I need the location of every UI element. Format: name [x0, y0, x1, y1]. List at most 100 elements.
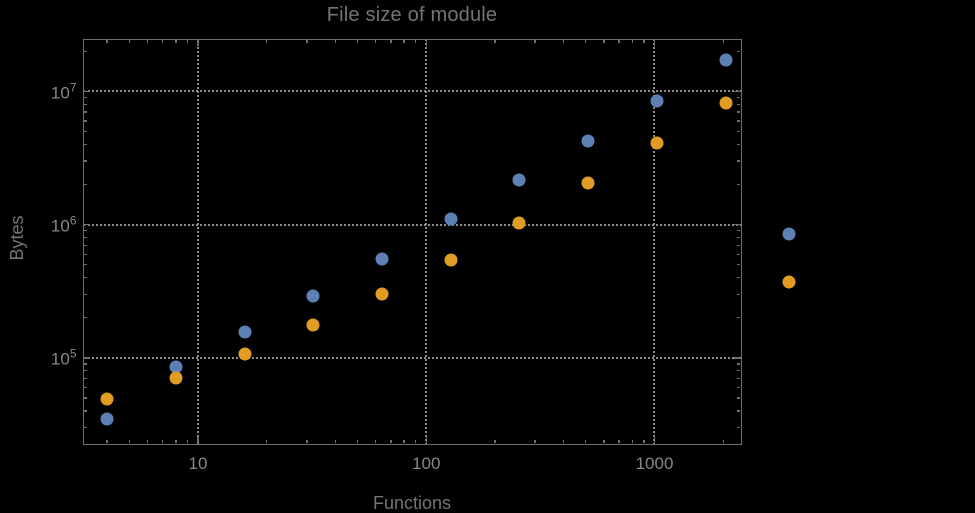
y-minor-tick: [83, 363, 88, 365]
x-minor-tick: [374, 439, 377, 444]
x-minor-tick: [266, 39, 268, 44]
y-minor-tick: [83, 377, 88, 380]
y-minor-tick: [83, 96, 88, 99]
y-major-tick: [734, 357, 741, 359]
x-minor-tick: [356, 439, 359, 444]
y-minor-tick: [83, 130, 88, 133]
y-minor-tick: [736, 317, 741, 319]
y-minor-tick: [736, 50, 741, 53]
x-minor-tick: [390, 439, 392, 444]
x-minor-tick: [306, 439, 308, 444]
y-minor-tick: [83, 253, 88, 255]
x-minor-tick: [534, 439, 536, 444]
y-minor-tick: [83, 160, 88, 162]
x-minor-tick: [534, 39, 536, 44]
y-major-tick: [734, 223, 741, 226]
x-minor-tick: [161, 39, 164, 44]
y-minor-tick: [736, 276, 741, 279]
data-point-series-1: [100, 412, 114, 426]
y-major-tick: [83, 357, 90, 359]
y-minor-tick: [736, 363, 741, 365]
y-minor-tick: [83, 183, 88, 186]
x-minor-tick: [585, 439, 587, 444]
x-major-tick: [653, 437, 656, 444]
x-minor-tick: [403, 39, 405, 44]
y-minor-tick: [736, 96, 741, 99]
y-minor-tick: [83, 410, 88, 412]
x-minor-tick: [562, 439, 565, 444]
y-major-tick: [734, 90, 741, 93]
x-minor-tick: [128, 439, 130, 444]
y-minor-tick: [736, 120, 741, 122]
data-point-series-2: [444, 253, 458, 267]
x-minor-tick: [186, 439, 189, 444]
y-minor-tick: [736, 160, 741, 162]
data-point-series-2: [306, 318, 320, 332]
y-minor-tick: [83, 370, 88, 372]
data-point-series-1: [306, 289, 320, 303]
y-gridline: [82, 223, 742, 226]
y-minor-tick: [736, 130, 741, 133]
data-point-series-2: [782, 275, 796, 289]
x-minor-tick: [643, 439, 645, 444]
x-tick-label: 1000: [635, 453, 674, 473]
x-minor-tick: [618, 439, 620, 444]
y-minor-tick: [736, 370, 741, 372]
x-major-tick: [653, 39, 656, 46]
x-minor-tick: [161, 439, 164, 444]
x-minor-tick: [494, 439, 496, 444]
x-gridline: [425, 38, 428, 445]
y-minor-tick: [736, 253, 741, 255]
x-minor-tick: [266, 439, 268, 444]
x-minor-tick: [175, 439, 177, 444]
x-minor-tick: [415, 439, 417, 444]
y-minor-tick: [83, 264, 88, 266]
data-point-series-2: [100, 392, 114, 406]
y-minor-tick: [83, 236, 88, 239]
y-minor-tick: [83, 244, 88, 246]
data-point-series-1: [512, 173, 526, 187]
x-minor-tick: [643, 39, 645, 44]
x-minor-tick: [562, 39, 565, 44]
x-gridline: [196, 38, 199, 445]
data-point-series-2: [375, 287, 389, 301]
y-minor-tick: [736, 377, 741, 380]
x-minor-tick: [603, 39, 605, 44]
y-gridline: [82, 90, 742, 93]
y-tick-label: 107: [50, 80, 77, 102]
x-minor-tick: [146, 39, 149, 44]
x-tick-label: 10: [188, 453, 208, 473]
chart-title: File size of module: [326, 4, 498, 26]
y-minor-tick: [83, 397, 88, 399]
x-minor-tick: [631, 39, 634, 44]
x-minor-tick: [128, 39, 130, 44]
y-gridline: [82, 356, 742, 359]
data-point-series-1: [238, 325, 252, 339]
data-point-series-1: [782, 227, 796, 241]
x-minor-tick: [334, 39, 337, 44]
y-minor-tick: [83, 317, 88, 319]
y-minor-tick: [736, 103, 741, 106]
x-minor-tick: [722, 39, 724, 44]
x-minor-tick: [175, 39, 177, 44]
x-minor-tick: [494, 39, 496, 44]
y-minor-tick: [736, 264, 741, 266]
x-major-tick: [425, 39, 427, 46]
data-point-series-1: [375, 252, 389, 266]
x-minor-tick: [603, 439, 605, 444]
plot-frame: [82, 38, 742, 445]
y-minor-tick: [83, 143, 88, 146]
y-major-tick: [83, 90, 90, 93]
data-point-series-1: [581, 134, 595, 148]
x-minor-tick: [106, 39, 108, 44]
x-minor-tick: [356, 39, 359, 44]
data-point-series-2: [719, 96, 733, 110]
y-minor-tick: [83, 103, 88, 106]
x-tick-label: 100: [412, 453, 441, 473]
data-point-series-1: [650, 94, 664, 108]
y-minor-tick: [83, 50, 88, 53]
x-minor-tick: [106, 439, 108, 444]
x-gridline: [653, 38, 656, 445]
y-minor-tick: [736, 143, 741, 146]
